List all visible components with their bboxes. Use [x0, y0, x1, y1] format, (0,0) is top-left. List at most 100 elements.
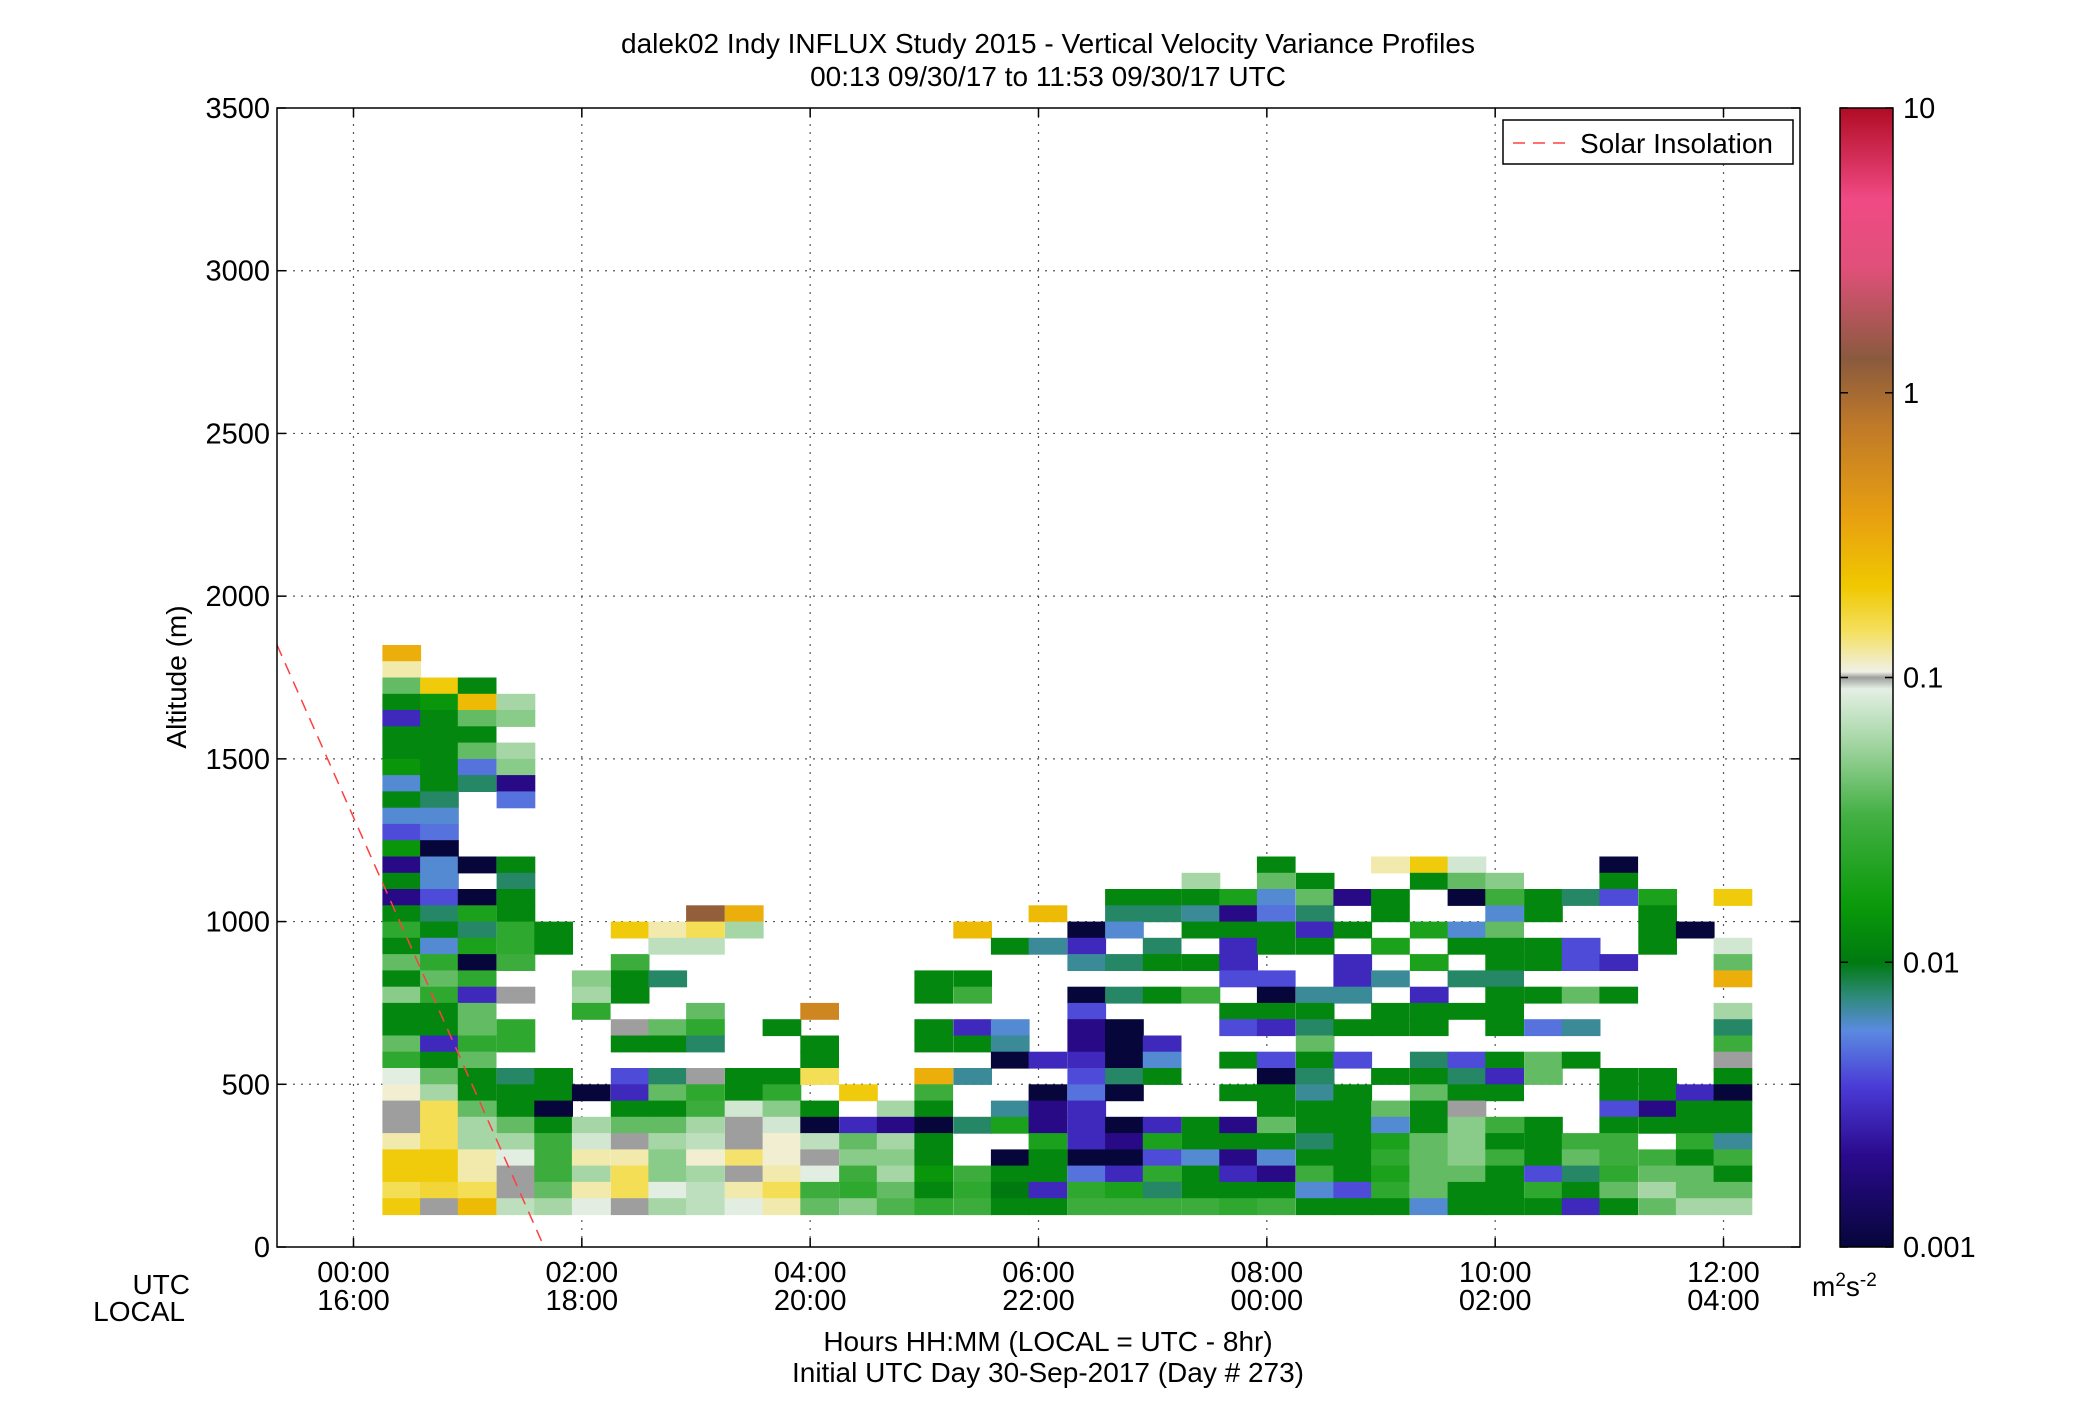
heatmap-cell	[800, 1002, 839, 1020]
heatmap-cell	[1105, 1019, 1144, 1037]
heatmap-cell	[610, 1035, 650, 1053]
heatmap-cell	[1409, 1165, 1449, 1183]
heatmap-cell	[724, 1084, 764, 1102]
heatmap-cell	[686, 921, 725, 939]
heatmap-cell	[382, 986, 422, 1004]
heatmap-cell	[914, 1068, 954, 1085]
heatmap-cell	[420, 1149, 459, 1167]
heatmap-cell	[457, 742, 497, 760]
heatmap-cell	[1219, 889, 1258, 906]
heatmap-cell	[420, 1133, 459, 1150]
heatmap-cell	[1295, 1198, 1335, 1216]
heatmap-cell	[382, 937, 422, 955]
heatmap-cell	[1447, 970, 1487, 988]
heatmap-cell	[382, 823, 422, 841]
heatmap-cell	[762, 1019, 802, 1037]
heatmap-cell	[724, 1198, 764, 1216]
heatmap-cell	[1142, 1035, 1182, 1053]
x-tick-label-utc: 10:00	[1459, 1257, 1532, 1289]
heatmap-cell	[1181, 1133, 1221, 1150]
heatmap-cell	[420, 693, 459, 711]
heatmap-cell	[610, 1181, 650, 1199]
heatmap-cell	[1447, 921, 1487, 939]
heatmap-cell	[610, 1068, 650, 1085]
heatmap-cell	[496, 986, 536, 1004]
heatmap-cell	[800, 1133, 839, 1150]
heatmap-cells	[382, 645, 1753, 1216]
heatmap-cell	[571, 970, 611, 988]
y-tick-label: 500	[222, 1069, 270, 1101]
heatmap-cell	[420, 872, 459, 890]
heatmap-cell	[571, 1133, 611, 1150]
heatmap-cell	[420, 807, 459, 825]
heatmap-cell	[1028, 1116, 1068, 1134]
heatmap-cell	[571, 1116, 611, 1134]
heatmap-cell	[1371, 937, 1410, 955]
heatmap-cell	[1485, 954, 1524, 971]
heatmap-cell	[953, 1035, 992, 1053]
heatmap-cell	[1599, 1133, 1639, 1150]
heatmap-cell	[1219, 1051, 1258, 1069]
heatmap-cell	[382, 1165, 422, 1183]
heatmap-cell	[990, 1198, 1030, 1216]
heatmap-cell	[876, 1165, 916, 1183]
x-tick-label-local: 22:00	[1002, 1285, 1075, 1317]
heatmap-cell	[496, 693, 536, 711]
heatmap-cell	[1219, 1002, 1258, 1020]
local-row-label: LOCAL	[93, 1296, 185, 1327]
heatmap-cell	[420, 889, 459, 906]
heatmap-cell	[1105, 1165, 1144, 1183]
heatmap-cell	[1028, 1084, 1068, 1102]
heatmap-cell	[1713, 889, 1753, 906]
heatmap-cell	[1638, 921, 1677, 939]
heatmap-cell	[610, 1149, 650, 1167]
heatmap-cell	[876, 1133, 916, 1150]
heatmap-cell	[1447, 872, 1487, 890]
heatmap-cell	[1371, 1133, 1410, 1150]
heatmap-cell	[1561, 986, 1601, 1004]
heatmap-cell	[1105, 905, 1144, 923]
heatmap-cell	[534, 1165, 573, 1183]
heatmap-cell	[1371, 1149, 1410, 1167]
heatmap-cell	[1447, 1198, 1487, 1216]
heatmap-cell	[953, 1181, 992, 1199]
heatmap-cell	[1067, 937, 1107, 955]
heatmap-cell	[457, 758, 497, 776]
heatmap-cell	[724, 1068, 764, 1085]
heatmap-cell	[762, 1068, 802, 1085]
heatmap-cell	[914, 970, 954, 988]
heatmap-cell	[990, 1116, 1030, 1134]
heatmap-cell	[1409, 986, 1449, 1004]
heatmap-cell	[382, 742, 422, 760]
heatmap-cell	[1333, 1198, 1373, 1216]
heatmap-cell	[1219, 954, 1258, 971]
heatmap-cell	[420, 921, 459, 939]
heatmap-cell	[382, 905, 422, 923]
heatmap-cell	[914, 1165, 954, 1183]
heatmap-cell	[1295, 1181, 1335, 1199]
heatmap-cell	[686, 1019, 725, 1037]
heatmap-cell	[534, 1100, 573, 1118]
colorbar-tick-label: 0.001	[1903, 1232, 1976, 1264]
heatmap-cell	[1409, 1181, 1449, 1199]
heatmap-cell	[1713, 1133, 1753, 1150]
heatmap-cell	[1256, 986, 1296, 1004]
heatmap-cell	[1409, 856, 1449, 874]
heatmap-cell	[420, 775, 459, 792]
heatmap-cell	[1599, 872, 1639, 890]
heatmap-cell	[876, 1149, 916, 1167]
heatmap-cell	[990, 1019, 1030, 1037]
heatmap-cell	[1447, 1149, 1487, 1167]
heatmap-cell	[457, 1084, 497, 1102]
heatmap-cell	[1333, 1084, 1373, 1102]
heatmap-cell	[724, 1116, 764, 1134]
heatmap-cell	[1447, 1051, 1487, 1069]
heatmap-cell	[1181, 1165, 1221, 1183]
heatmap-cell	[457, 1002, 497, 1020]
heatmap-cell	[1181, 905, 1221, 923]
heatmap-cell	[1409, 1116, 1449, 1134]
heatmap-cell	[1713, 1002, 1753, 1020]
heatmap-cell	[762, 1100, 802, 1118]
heatmap-cell	[914, 1198, 954, 1216]
heatmap-cell	[457, 1165, 497, 1183]
